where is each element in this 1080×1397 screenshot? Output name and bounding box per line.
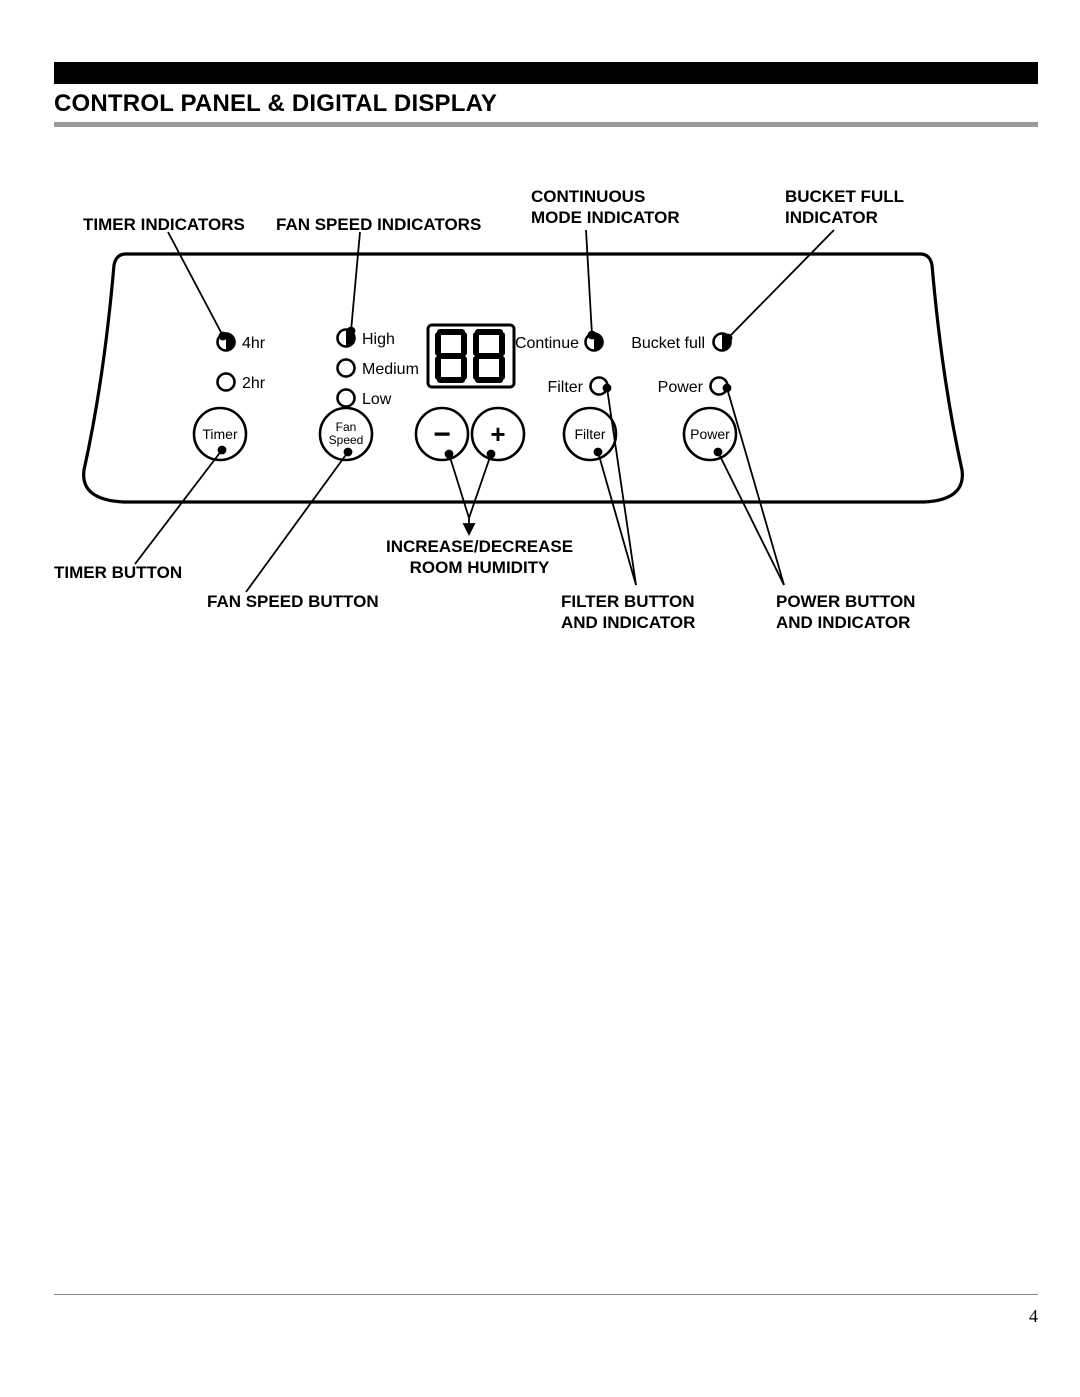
header-black-bar: [54, 62, 1038, 84]
decrease-humidity-button[interactable]: −: [416, 408, 468, 460]
svg-text:Speed: Speed: [329, 433, 364, 447]
svg-text:Filter: Filter: [547, 379, 583, 396]
svg-text:Power: Power: [658, 379, 704, 396]
svg-text:Medium: Medium: [362, 361, 419, 378]
svg-text:Fan: Fan: [336, 420, 357, 434]
timer-indicator-2hr: 2hr: [218, 374, 266, 393]
filter-button[interactable]: Filter: [564, 408, 616, 460]
power-button[interactable]: Power: [684, 408, 736, 460]
footer-rule: [54, 1294, 1038, 1295]
svg-text:Low: Low: [362, 391, 392, 408]
bucket-full-indicator: Bucket full: [631, 334, 730, 353]
svg-text:Continue: Continue: [515, 335, 579, 352]
panel-outline: [84, 254, 963, 502]
power-indicator: Power: [658, 378, 728, 397]
page-number: 4: [1029, 1306, 1038, 1327]
svg-text:High: High: [362, 331, 395, 348]
fan-speed-indicator-high: High: [338, 330, 395, 349]
control-panel-diagram: 4hr 2hr High Medium Low Continue Bucket …: [54, 170, 1038, 650]
svg-text:+: +: [490, 419, 505, 449]
header-grey-rule: [54, 122, 1038, 127]
svg-text:Bucket full: Bucket full: [631, 335, 705, 352]
digital-display: [428, 325, 514, 387]
svg-text:−: −: [433, 418, 451, 451]
svg-text:4hr: 4hr: [242, 335, 266, 352]
fan-speed-indicator-low: Low: [338, 390, 392, 409]
filter-indicator: Filter: [547, 378, 607, 397]
fan-speed-indicator-medium: Medium: [338, 360, 419, 379]
svg-text:Filter: Filter: [574, 426, 605, 442]
increase-humidity-button[interactable]: +: [472, 408, 524, 460]
page-title: CONTROL PANEL & DIGITAL DISPLAY: [54, 90, 497, 118]
svg-text:2hr: 2hr: [242, 375, 266, 392]
svg-text:Power: Power: [690, 426, 730, 442]
svg-text:Timer: Timer: [202, 426, 238, 442]
